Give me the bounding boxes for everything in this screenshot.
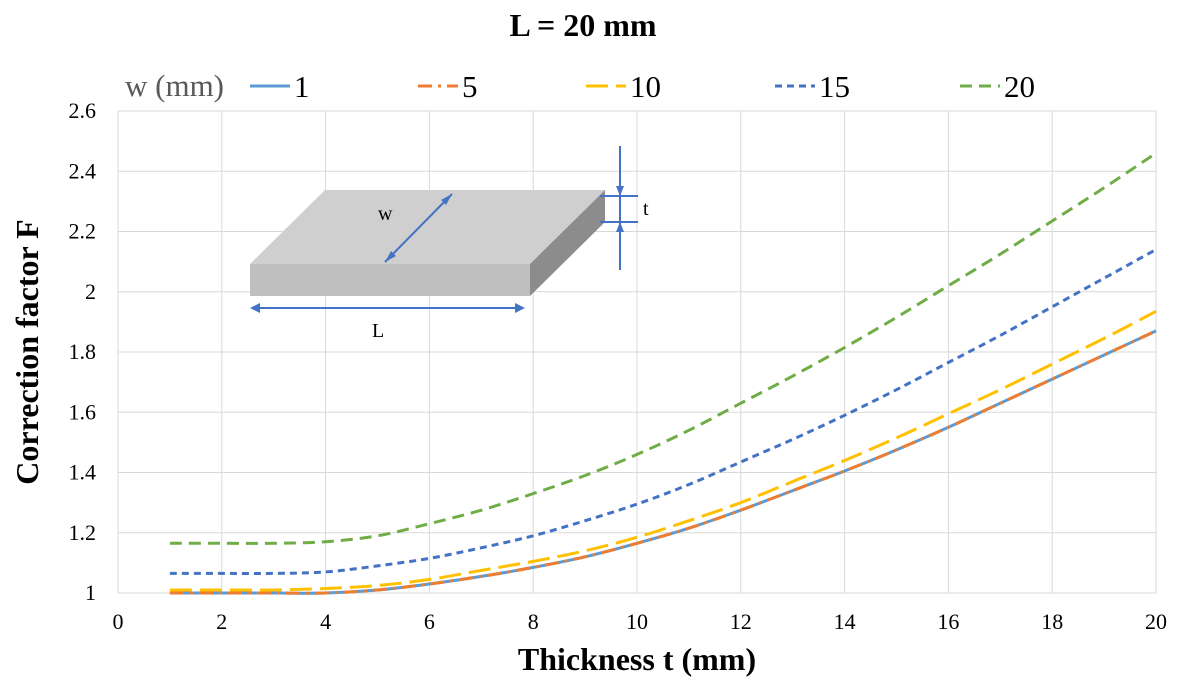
t-label: t bbox=[643, 198, 649, 220]
w-dimension-arrow bbox=[384, 193, 453, 263]
series-lines bbox=[169, 151, 1157, 595]
x-axis-label: Thickness t (mm) bbox=[518, 641, 756, 677]
legend-label-w-20: 20 bbox=[1004, 69, 1035, 104]
L-arrowhead-right bbox=[515, 303, 525, 313]
specimen-front-face bbox=[250, 264, 530, 296]
y-tick-label: 1.8 bbox=[69, 339, 97, 364]
series-line-w-1 bbox=[169, 329, 1157, 595]
legend-label-w-1: 1 bbox=[294, 69, 310, 104]
y-tick-label: 2 bbox=[85, 279, 96, 304]
w-arrowhead-bottom bbox=[385, 251, 396, 262]
grid-lines bbox=[117, 110, 1157, 594]
t-arrowhead-bottom bbox=[616, 222, 624, 232]
x-tick-label: 8 bbox=[528, 609, 539, 634]
x-tick-labels: 0 2 4 6 8 10 12 14 16 18 20 bbox=[113, 609, 1168, 634]
t-arrowhead-top bbox=[616, 186, 624, 196]
L-arrowhead-left bbox=[250, 303, 260, 313]
series-line-w-10 bbox=[169, 309, 1157, 592]
x-tick-label: 0 bbox=[113, 609, 124, 634]
y-axis-label: Correction factor F bbox=[9, 219, 45, 484]
y-tick-label: 1.4 bbox=[69, 460, 97, 485]
y-tick-label: 2.2 bbox=[69, 219, 97, 244]
legend-label-w-15: 15 bbox=[819, 69, 850, 104]
series-line-w-5 bbox=[169, 329, 1157, 595]
x-tick-label: 2 bbox=[216, 609, 227, 634]
y-tick-label: 2.4 bbox=[69, 158, 97, 183]
specimen-side-face bbox=[530, 190, 605, 296]
specimen-top-face bbox=[250, 190, 605, 264]
x-tick-label: 12 bbox=[730, 609, 752, 634]
specimen-inset: w L t bbox=[250, 146, 649, 342]
x-tick-label: 16 bbox=[937, 609, 959, 634]
x-tick-label: 18 bbox=[1041, 609, 1063, 634]
legend-title: w (mm) bbox=[125, 68, 224, 103]
y-tick-label: 2.6 bbox=[69, 98, 97, 123]
legend-label-w-5: 5 bbox=[462, 69, 478, 104]
y-tick-label: 1 bbox=[85, 580, 96, 605]
y-tick-label: 1.2 bbox=[69, 520, 97, 545]
legend: w (mm) 1 5 10 15 20 bbox=[125, 68, 1035, 104]
w-label: w bbox=[378, 203, 393, 225]
x-tick-label: 14 bbox=[834, 609, 856, 634]
x-tick-label: 10 bbox=[626, 609, 648, 634]
y-tick-labels: 1 1.2 1.4 1.6 1.8 2 2.2 2.4 2.6 bbox=[69, 98, 97, 605]
x-tick-label: 20 bbox=[1145, 609, 1167, 634]
w-arrowhead-top bbox=[441, 194, 452, 205]
chart-title: L = 20 mm bbox=[509, 7, 656, 43]
series-line-w-20 bbox=[169, 151, 1157, 545]
x-tick-label: 6 bbox=[424, 609, 435, 634]
y-tick-label: 1.6 bbox=[69, 399, 97, 424]
L-label: L bbox=[372, 320, 384, 342]
x-tick-label: 4 bbox=[320, 609, 331, 634]
legend-label-w-10: 10 bbox=[630, 69, 661, 104]
series-line-w-15 bbox=[169, 248, 1157, 576]
